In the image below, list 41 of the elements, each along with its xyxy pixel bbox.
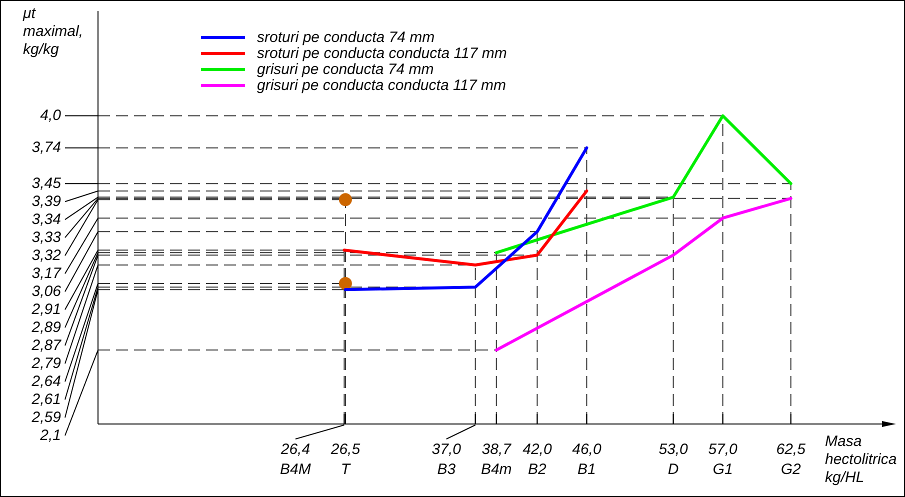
x-tick-label: 42,0 [522,441,552,458]
ref-line-label: 3,34 [32,210,61,228]
legend-label: sroturi pe conducta 74 mm [257,28,435,46]
y-tick-label: 4,0 [40,106,62,124]
ref-line-label: 2,91 [30,300,61,318]
legend-label: grisuri pe conducta conducta 117 mm [257,76,506,94]
text: D [668,461,679,478]
ref-line-label: 2,89 [30,318,62,336]
x-tick-label: 46,0 [572,441,602,458]
text: B4m [480,461,512,478]
ref-line-label: 3,06 [32,282,62,300]
ref-line-label: 3,32 [32,246,62,264]
text: B2 [528,461,548,478]
text: T [340,461,352,478]
text: B1 [578,461,596,478]
ref-line-label: 37,0 [432,441,462,458]
text: B4M [280,461,312,478]
ref-line-label: 3,39 [32,192,62,210]
ref-line-label: 3,45 [32,174,62,192]
x-tick-label: 53,0 [658,441,689,458]
ref-line-label: 26,5 [330,441,361,458]
ref-line-label: 3,17 [32,264,62,282]
x-tick-label: 62,5 [776,441,806,458]
y-axis-title: μt maximal, kg/kg [23,5,84,59]
legend-label: grisuri pe conducta 74 mm [257,60,434,78]
ref-line-label: 2,64 [30,372,61,390]
ref-line-label: 2,59 [30,408,62,426]
ref-line-label: 2,79 [30,354,62,372]
ref-line-label: 3,33 [32,228,62,246]
ref-line-label: 26,4 [280,441,310,458]
ref-line-label: 2,1 [39,426,61,444]
y-tick-label: 3,74 [32,139,61,156]
legend-label: sroturi pe conducta conducta 117 mm [257,44,507,62]
x-tick-label: 57,0 [708,441,738,458]
x-tick-label: 38,7 [482,441,512,458]
x-axis-title: Masa hectolitrica kg/HL [825,433,897,487]
ref-line-label: 2,87 [30,336,62,354]
text: G2 [780,461,802,478]
ref-line-label: 2,61 [30,390,61,408]
text: B3 [437,461,456,478]
text: G1 [712,461,733,478]
